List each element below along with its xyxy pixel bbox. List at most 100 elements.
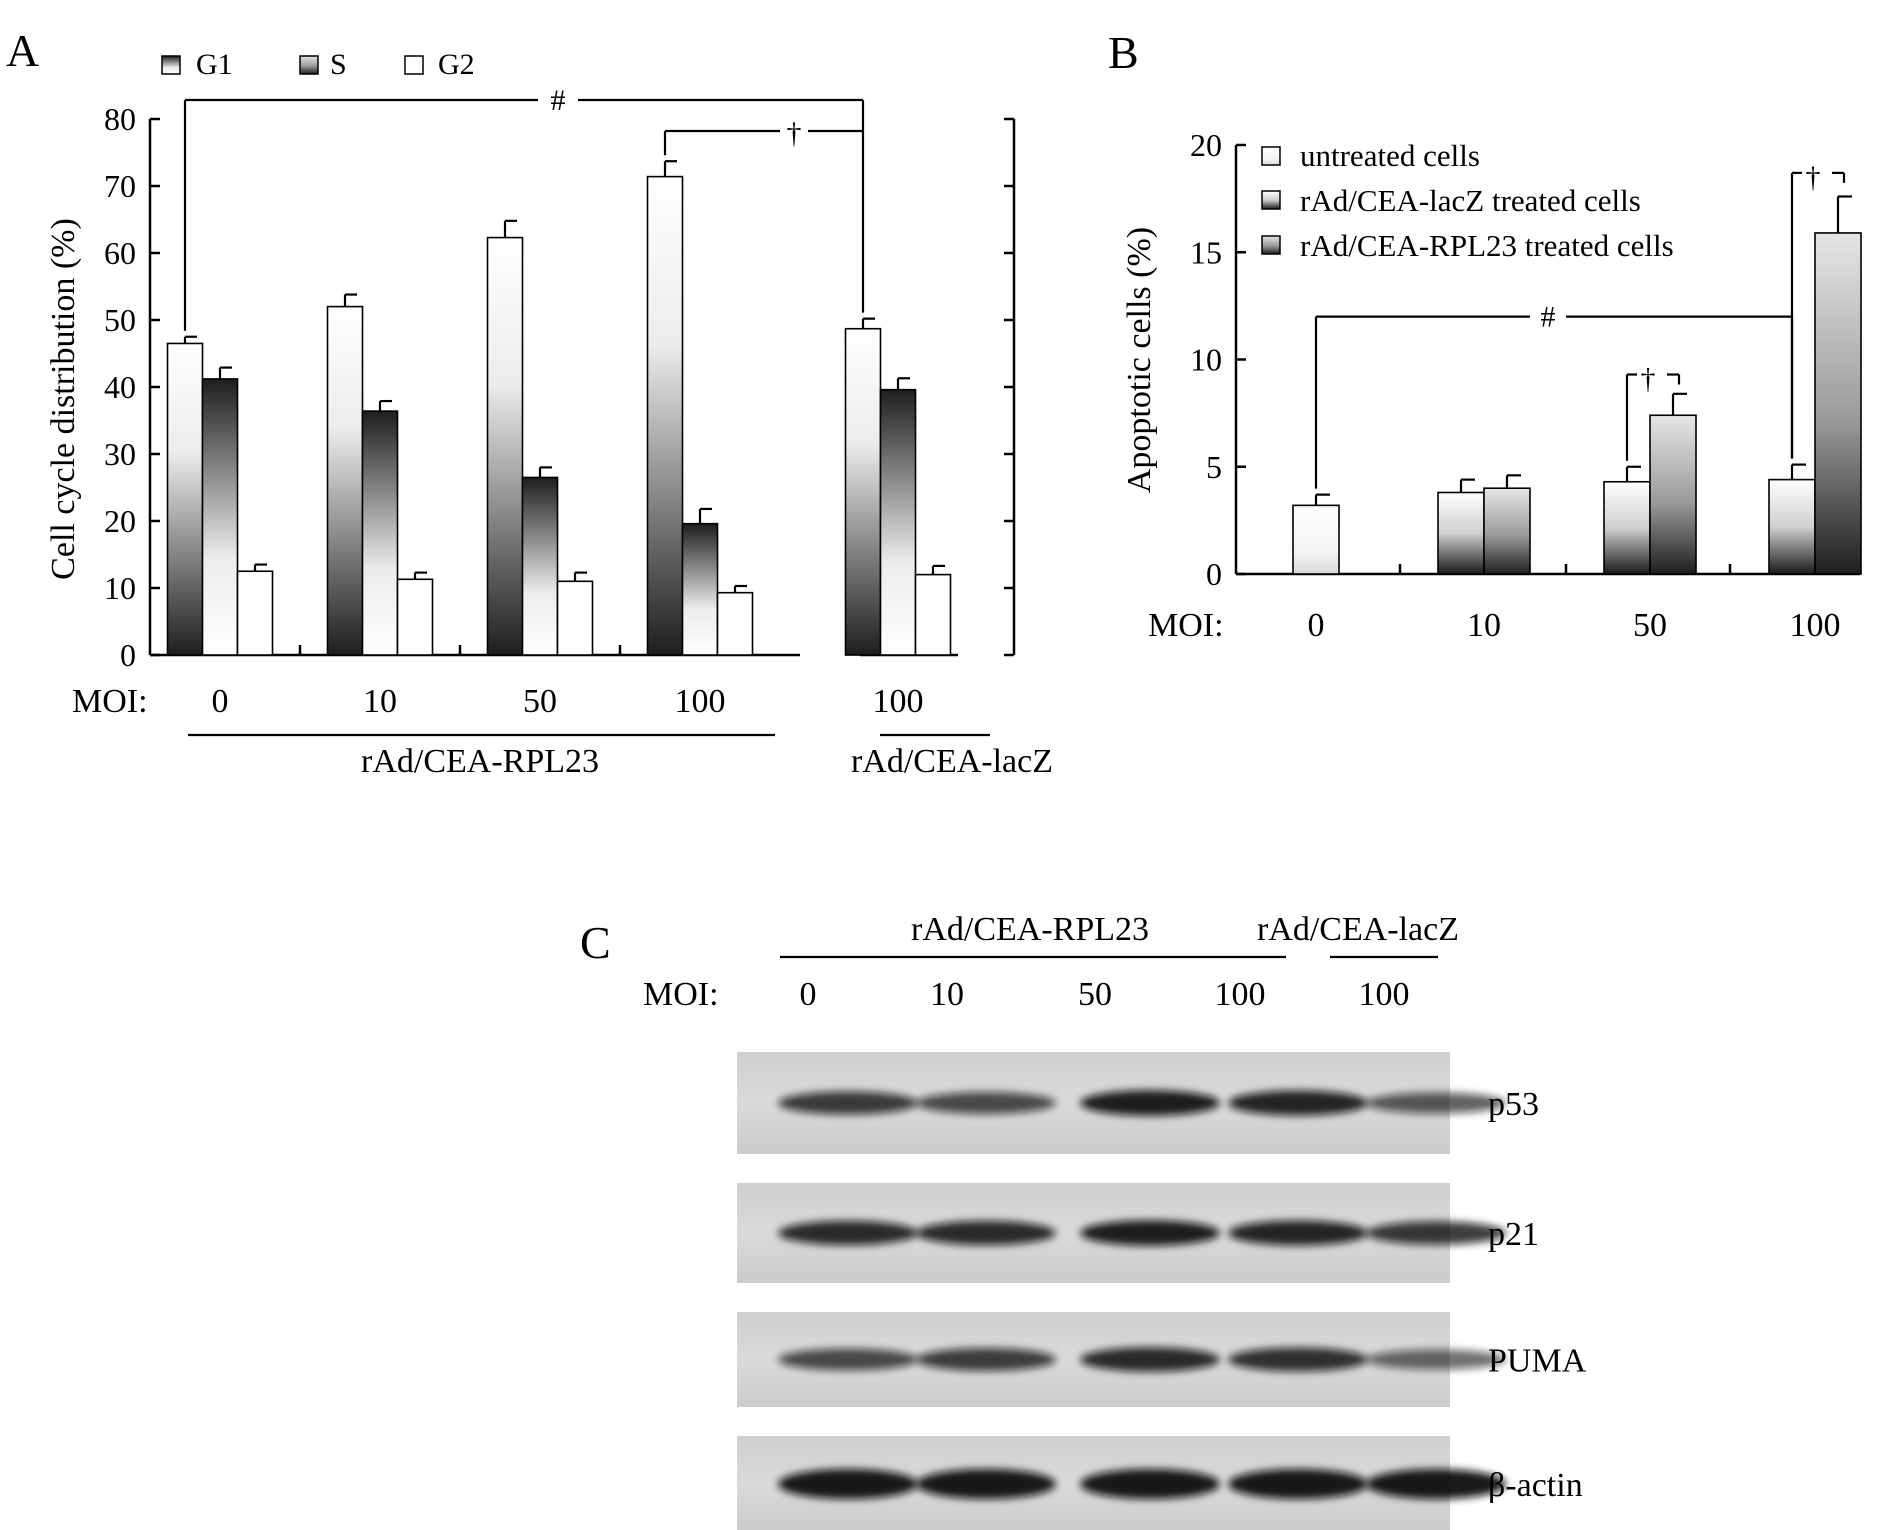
blot-row-label: PUMA (1488, 1343, 1587, 1380)
panel-a-groups: rAd/CEA-RPL23 rAd/CEA-lacZ (188, 733, 1053, 780)
panel-a-y-tick-label: 0 (120, 637, 136, 673)
panel-c-group-label-rpl23: rAd/CEA-RPL23 (911, 911, 1149, 948)
panel-a-group-label-lacz: rAd/CEA-lacZ (851, 743, 1053, 780)
panel-a-y-tick-label: 30 (104, 436, 136, 472)
sig-b-dagger-symbol: † (1806, 161, 1821, 194)
panel-a-x-labels: MOI: 0 10 50 100 100 (72, 683, 924, 720)
blot-band (1080, 1090, 1220, 1116)
bar-b-lacz (1768, 478, 1816, 575)
blot-band (916, 1348, 1056, 1371)
bar-b-untreated (1292, 504, 1340, 575)
panel-a-legend: G1 S G2 (161, 48, 475, 81)
blot-row-actin: β-actin (737, 1436, 1583, 1530)
bar-a-g2 (236, 570, 274, 656)
bar-a-g1 (844, 327, 882, 656)
blot-band (1080, 1347, 1220, 1372)
panel-b-legend: untreated cells rAd/CEA-lacZ treated cel… (1261, 138, 1674, 263)
panel-c-header: MOI: rAd/CEA-RPL23 rAd/CEA-lacZ 0 10 50 100 10… (643, 911, 1459, 1013)
panel-a-y-tick-label: 50 (104, 302, 136, 338)
panel-a-x-tick-label: 100 (675, 683, 726, 720)
bar-a-g2 (716, 591, 754, 656)
bar-a-s (361, 410, 399, 656)
panel-c: C MOI: rAd/CEA-RPL23 rAd/CEA-lacZ 0 10 50 100… (580, 911, 1587, 1530)
panel-a-y-tick-label: 60 (104, 235, 136, 271)
legend-swatch-lacz (1261, 190, 1281, 210)
panel-a-x-tick-label: 10 (363, 683, 397, 720)
blot-band (778, 1348, 918, 1371)
panel-c-lane-label: 10 (930, 976, 964, 1013)
legend-swatch-untreated (1261, 146, 1281, 166)
panel-c-lane-label: 50 (1078, 976, 1112, 1013)
panel-a: A G1 S G2 Cell cycle distribution (%) 0 1… (6, 25, 1053, 780)
panel-b-y-tick-label: 10 (1190, 342, 1222, 378)
panel-a-y-tick-label: 70 (104, 168, 136, 204)
bar-b-rpl23 (1483, 487, 1531, 575)
bar-a-s (879, 388, 917, 656)
panel-c-lane-label: 100 (1359, 976, 1410, 1013)
panel-a-y-ticks: 0 10 20 30 40 50 60 70 80 (104, 101, 1014, 673)
legend-swatch-s (299, 55, 319, 75)
blot-band (778, 1469, 918, 1499)
blot-row-label: p21 (1488, 1216, 1539, 1253)
panel-c-lane-label: 100 (1215, 976, 1266, 1013)
panel-b-y-tick-label: 20 (1190, 127, 1222, 163)
blot-band (1366, 1469, 1506, 1499)
panel-b-x-tick-label: 100 (1790, 607, 1841, 644)
bar-b-rpl23 (1814, 232, 1862, 575)
panel-a-y-axis-label: Cell cycle distribution (%) (45, 218, 82, 580)
sig-b-dagger-symbol: † (1641, 363, 1656, 396)
blot-row-puma: PUMA (737, 1312, 1587, 1407)
legend-label-g1: G1 (196, 48, 233, 81)
blot-band (916, 1469, 1056, 1499)
bar-a-g2 (914, 573, 952, 656)
panel-a-moi-prefix: MOI: (72, 683, 148, 720)
bar-a-s (521, 476, 559, 656)
panel-b-x-tick-label: 10 (1467, 607, 1501, 644)
blot-row-p21: p21 (737, 1183, 1539, 1283)
bar-b-rpl23 (1649, 414, 1697, 575)
bar-a-g2 (396, 578, 434, 656)
panel-b-x-tick-label: 50 (1633, 607, 1667, 644)
blot-band (916, 1220, 1056, 1246)
legend-swatch-rpl23 (1261, 235, 1281, 255)
blot-row-p53: p53 (737, 1052, 1539, 1154)
panel-b-moi-prefix: MOI: (1148, 607, 1224, 644)
panel-b-significance: # † † (1314, 161, 1846, 489)
panel-b-bars (1292, 195, 1862, 575)
panel-b-y-tick-label: 0 (1206, 556, 1222, 592)
sig-b-hash-symbol: # (1541, 301, 1556, 334)
blot-band (1228, 1220, 1368, 1246)
blot-band (1228, 1469, 1368, 1499)
panel-b-y-ticks: 0 5 10 15 20 (1190, 127, 1246, 592)
panel-c-group-label-lacz: rAd/CEA-lacZ (1257, 911, 1459, 948)
blot-band (1228, 1347, 1368, 1372)
panel-b-letter: B (1108, 27, 1139, 78)
panel-b: B untreated cells rAd/CEA-lacZ treated c… (1108, 27, 1862, 644)
panel-b-y-tick-label: 15 (1190, 234, 1222, 270)
panel-a-y-tick-label: 10 (104, 570, 136, 606)
blot-band (1366, 1349, 1506, 1370)
panel-a-group-label-rpl23: rAd/CEA-RPL23 (361, 743, 599, 780)
panel-a-x-tick-label: 0 (212, 683, 229, 720)
panel-a-significance: #† (183, 84, 865, 331)
legend-label-untreated: untreated cells (1300, 138, 1480, 173)
blot-row-label: β-actin (1488, 1467, 1583, 1504)
blot-band (1080, 1220, 1220, 1246)
panel-b-y-axis-label: Apoptotic cells (%) (1121, 227, 1158, 493)
panel-a-bars (166, 160, 952, 656)
panel-c-blots: p53 p21 PUMA β-actin (737, 1052, 1587, 1530)
bar-a-g1 (486, 236, 524, 656)
sig-dagger-symbol: † (787, 117, 802, 150)
legend-swatch-g1 (161, 55, 181, 75)
bar-a-s (201, 378, 239, 656)
blot-band (778, 1220, 918, 1246)
bar-a-g2 (556, 580, 594, 656)
blot-band (1366, 1092, 1506, 1114)
panel-a-letter: A (6, 25, 39, 76)
blot-band (916, 1092, 1056, 1114)
panel-a-y-tick-label: 40 (104, 369, 136, 405)
panel-c-letter: C (580, 917, 611, 968)
bar-b-lacz (1603, 480, 1651, 575)
panel-a-y-tick-label: 20 (104, 503, 136, 539)
